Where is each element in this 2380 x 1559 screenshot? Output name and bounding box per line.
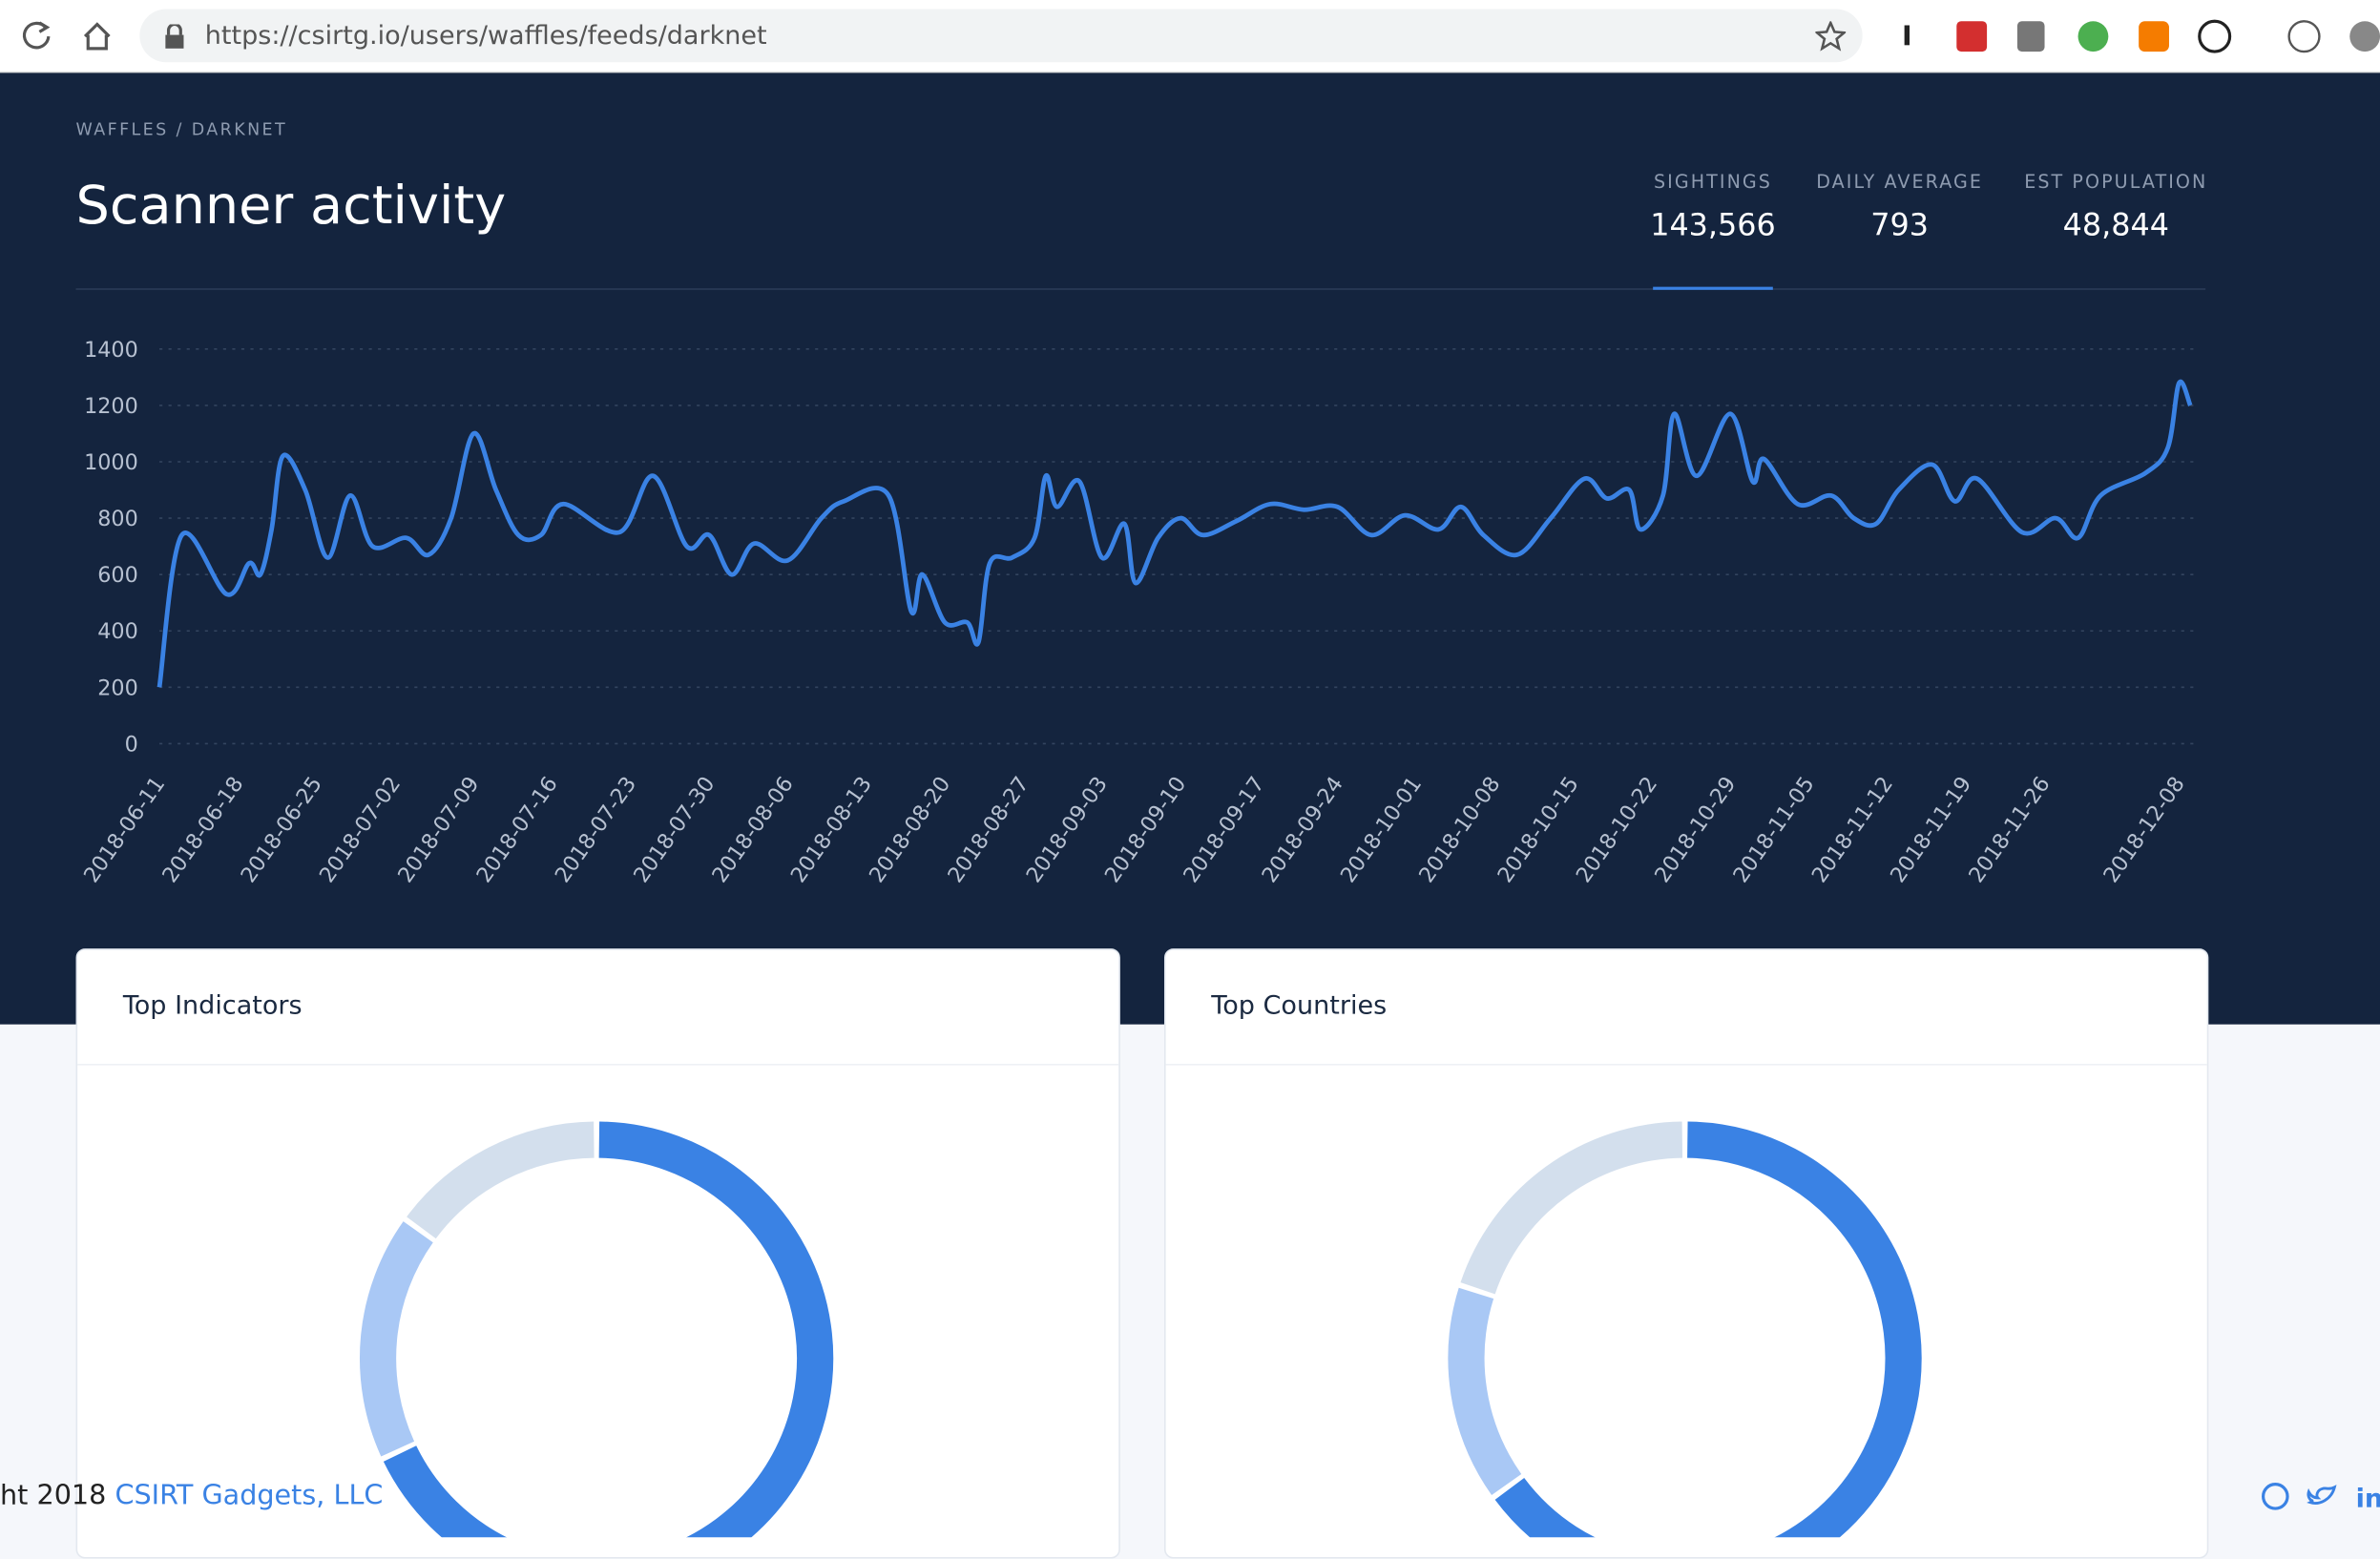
footer-text: ht 2018 — [0, 1479, 107, 1512]
card: Top Indicators — [75, 948, 1120, 1559]
url-text: https://csirtg.io/users/waffles/feeds/da… — [204, 21, 767, 52]
donut-segment — [1460, 1121, 1683, 1295]
card-title: Top Indicators — [122, 990, 303, 1022]
y-tick-label: 800 — [97, 507, 137, 531]
header-panel — [0, 73, 2380, 1025]
card: Top Countries — [1163, 948, 2209, 1559]
donut-segment — [383, 1121, 834, 1538]
star-icon[interactable] — [1815, 21, 1847, 52]
breadcrumb: WAFFLES / DARKNET — [75, 119, 288, 140]
y-tick-label: 400 — [97, 619, 137, 644]
active-tab-underline — [1653, 286, 1773, 290]
stat-value: 48,844 — [2062, 206, 2169, 243]
y-tick-label: 1400 — [84, 338, 138, 363]
divider — [75, 288, 2206, 290]
line-chart: 02004006008001000120014002018-06-112018-… — [79, 338, 2194, 887]
extension-icons[interactable]: I — [1889, 18, 2380, 54]
stat-value: 793 — [1870, 206, 1930, 243]
svg-text:I: I — [1902, 20, 1912, 52]
svg-text:in: in — [2356, 1484, 2380, 1512]
stat-value: 143,566 — [1650, 206, 1776, 243]
page-title: Scanner activity — [75, 176, 507, 238]
nav-icons — [22, 21, 111, 51]
address-bar[interactable]: https://csirtg.io/users/waffles/feeds/da… — [139, 9, 1863, 63]
y-tick-label: 0 — [125, 732, 138, 757]
stat-label: SIGHTINGS — [1653, 171, 1772, 194]
donut-segment — [1494, 1121, 1922, 1538]
footer: ht 2018 CSIRT Gadgets, LLC — [0, 1480, 383, 1511]
stat-label: EST POPULATION — [2024, 171, 2208, 194]
y-tick-label: 200 — [97, 676, 137, 700]
y-tick-label: 1200 — [84, 394, 138, 419]
y-tick-label: 1000 — [84, 450, 138, 475]
footer-link[interactable]: CSIRT Gadgets, LLC — [115, 1479, 384, 1512]
donut-segment — [359, 1221, 433, 1457]
social-icons[interactable]: in — [2259, 1480, 2380, 1513]
line-series — [157, 379, 2193, 688]
lock-icon — [165, 24, 184, 49]
y-tick-label: 600 — [97, 563, 137, 588]
card-title: Top Countries — [1211, 990, 1388, 1022]
stat-label: DAILY AVERAGE — [1816, 171, 1984, 194]
donut-segment — [407, 1121, 595, 1239]
donut-segment — [1448, 1287, 1522, 1496]
browser-toolbar: https://csirtg.io/users/waffles/feeds/da… — [0, 0, 2380, 73]
